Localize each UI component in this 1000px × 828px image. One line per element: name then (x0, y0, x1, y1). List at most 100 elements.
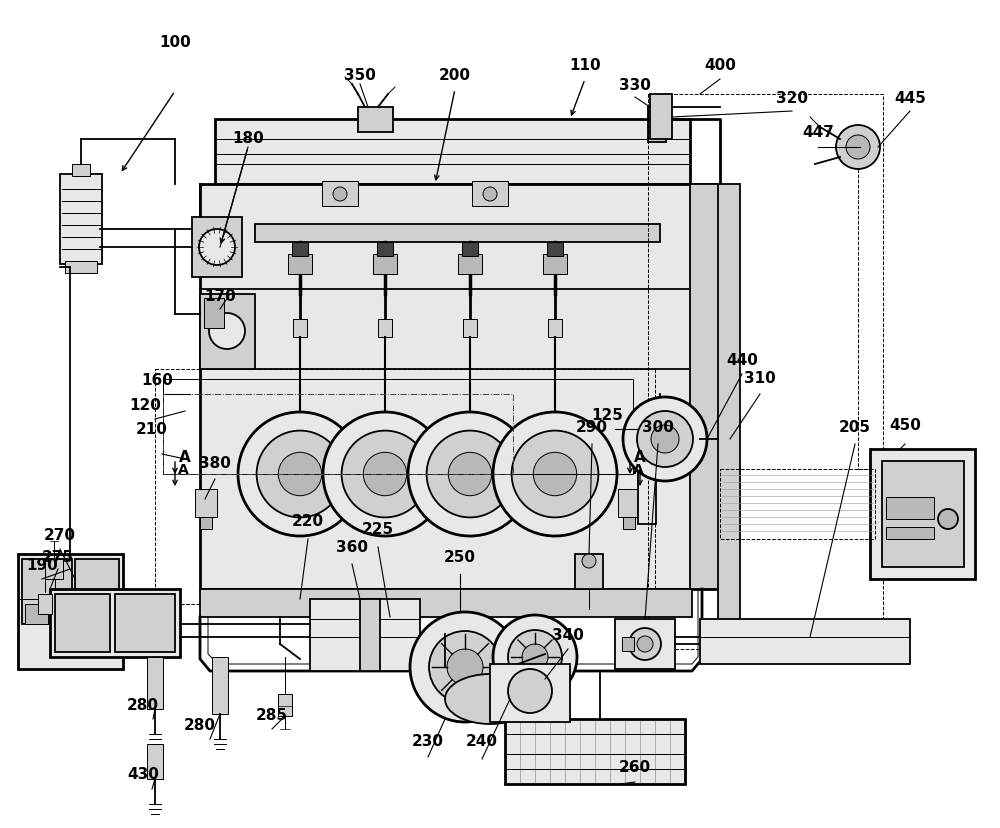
Bar (18, 554, 123, 669)
Bar (50, 590, 180, 657)
Circle shape (363, 453, 407, 496)
Bar (882, 461, 964, 567)
Text: 320: 320 (776, 90, 808, 105)
Circle shape (508, 630, 562, 684)
Bar (690, 185, 720, 590)
Bar (22, 560, 72, 624)
Text: 445: 445 (894, 90, 926, 105)
Bar (195, 489, 217, 518)
Text: 450: 450 (889, 417, 921, 432)
Circle shape (278, 453, 322, 496)
Text: 230: 230 (412, 734, 444, 749)
Bar (310, 599, 420, 672)
Bar (463, 320, 477, 338)
Circle shape (512, 431, 598, 518)
Text: A: A (634, 450, 646, 465)
Circle shape (408, 412, 532, 537)
Bar (638, 415, 656, 524)
Bar (718, 185, 740, 634)
Text: 125: 125 (591, 407, 623, 422)
Bar (322, 182, 358, 207)
Text: 280: 280 (127, 698, 159, 713)
Bar (490, 664, 570, 722)
Text: 380: 380 (199, 456, 231, 471)
Bar (200, 295, 255, 369)
Circle shape (533, 453, 577, 496)
Text: 360: 360 (336, 540, 368, 555)
Bar (55, 595, 110, 652)
Bar (200, 590, 692, 617)
Bar (462, 243, 478, 257)
Text: 170: 170 (204, 288, 236, 303)
Bar (458, 255, 482, 275)
Text: 260: 260 (619, 759, 651, 774)
Circle shape (582, 554, 596, 568)
Text: A: A (179, 450, 191, 465)
Text: 270: 270 (44, 527, 76, 542)
Text: 400: 400 (704, 57, 736, 72)
Bar (650, 95, 672, 140)
Bar (200, 518, 212, 529)
Text: 280: 280 (184, 718, 216, 733)
Circle shape (836, 126, 880, 170)
Bar (700, 619, 910, 664)
Bar (255, 224, 660, 243)
Circle shape (651, 426, 679, 454)
Bar (65, 262, 97, 274)
Circle shape (493, 412, 617, 537)
Circle shape (637, 412, 693, 468)
Bar (38, 595, 52, 614)
Bar (155, 369, 655, 604)
Bar (505, 720, 685, 784)
Circle shape (199, 229, 235, 266)
Bar (543, 255, 567, 275)
Text: 285: 285 (256, 706, 288, 722)
Bar (648, 108, 666, 142)
Bar (192, 218, 242, 277)
Text: 275: 275 (42, 550, 74, 565)
Text: A: A (633, 463, 643, 476)
Text: 160: 160 (141, 372, 173, 387)
Text: 330: 330 (619, 77, 651, 93)
Bar (615, 619, 675, 669)
Bar (212, 657, 228, 714)
Circle shape (623, 397, 707, 481)
Circle shape (493, 615, 577, 699)
Text: 180: 180 (232, 130, 264, 146)
Circle shape (429, 631, 501, 703)
Bar (147, 744, 163, 779)
Bar (75, 560, 119, 597)
Circle shape (333, 188, 347, 202)
Bar (870, 450, 975, 580)
Bar (200, 185, 720, 590)
Bar (293, 320, 307, 338)
Text: 350: 350 (344, 67, 376, 83)
Circle shape (209, 314, 245, 349)
Text: 447: 447 (802, 124, 834, 139)
Bar (163, 379, 633, 474)
Bar (378, 320, 392, 338)
Circle shape (637, 636, 653, 652)
Text: 250: 250 (444, 550, 476, 565)
Bar (25, 604, 60, 624)
Text: 340: 340 (552, 627, 584, 642)
Bar (358, 108, 393, 132)
Circle shape (629, 628, 661, 660)
Bar (147, 657, 163, 709)
Bar (377, 243, 393, 257)
Text: 190: 190 (26, 556, 58, 572)
Circle shape (410, 612, 520, 722)
Bar (360, 599, 380, 672)
Text: 110: 110 (569, 57, 601, 72)
Text: 310: 310 (744, 370, 776, 385)
Circle shape (257, 431, 343, 518)
Circle shape (427, 431, 513, 518)
Bar (618, 489, 640, 518)
Circle shape (846, 136, 870, 160)
Bar (72, 165, 90, 177)
Bar (648, 95, 883, 649)
Bar (163, 394, 513, 474)
Bar (886, 498, 934, 519)
Text: 240: 240 (466, 734, 498, 749)
Text: A: A (178, 463, 188, 476)
